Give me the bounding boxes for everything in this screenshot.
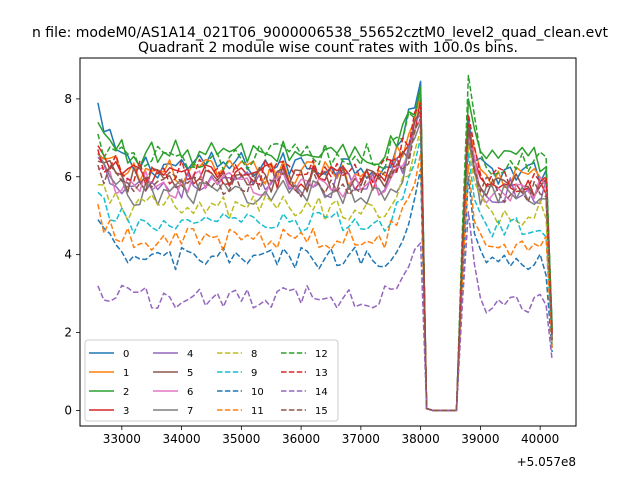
legend-box bbox=[84, 339, 339, 422]
series-line-11 bbox=[97, 152, 553, 412]
figure-suptitle: n file: modeM0/AS1A14_021T06_9000006538_… bbox=[32, 25, 609, 41]
series-line-12 bbox=[97, 74, 553, 412]
legend-label-15: 15 bbox=[315, 406, 328, 417]
y-tick-label: 4 bbox=[64, 248, 72, 262]
x-tick-label: 36000 bbox=[282, 432, 320, 446]
plot-area: 33000 34000 35000 36000 37000 38000 39000 40000… bbox=[64, 57, 577, 469]
series-line-2 bbox=[97, 86, 553, 412]
x-tick-label: 39000 bbox=[461, 432, 499, 446]
legend-label-12: 12 bbox=[315, 349, 328, 360]
x-tick-label: 34000 bbox=[162, 432, 200, 446]
series-line-15 bbox=[97, 117, 553, 412]
series-line-13 bbox=[97, 105, 553, 412]
legend-label-3: 3 bbox=[123, 406, 129, 417]
x-tick-label: 38000 bbox=[402, 432, 440, 446]
x-offset-label: +5.057e8 bbox=[517, 455, 576, 469]
legend-label-10: 10 bbox=[251, 387, 264, 398]
series-line-6 bbox=[97, 117, 553, 412]
x-tick-label: 33000 bbox=[103, 432, 141, 446]
x-tick-label: 40000 bbox=[521, 432, 559, 446]
series-line-0 bbox=[97, 80, 553, 412]
legend-label-8: 8 bbox=[251, 349, 257, 360]
series-layer bbox=[97, 74, 553, 412]
legend-label-5: 5 bbox=[187, 368, 193, 379]
series-line-8 bbox=[97, 129, 553, 412]
y-tick-label: 6 bbox=[64, 170, 72, 184]
x-tick-label: 35000 bbox=[222, 432, 260, 446]
legend-label-14: 14 bbox=[315, 387, 328, 398]
y-tick-label: 8 bbox=[64, 92, 72, 106]
chart-title: Quadrant 2 module wise count rates with … bbox=[138, 40, 518, 56]
legend-label-13: 13 bbox=[315, 368, 328, 379]
legend-label-7: 7 bbox=[187, 406, 193, 417]
legend-label-4: 4 bbox=[187, 349, 193, 360]
y-tick-label: 2 bbox=[64, 326, 72, 340]
legend-label-1: 1 bbox=[123, 368, 129, 379]
series-line-7 bbox=[97, 121, 553, 412]
series-line-9 bbox=[97, 137, 553, 412]
series-line-14 bbox=[97, 211, 553, 412]
axes-frame bbox=[79, 57, 577, 427]
legend-label-0: 0 bbox=[123, 349, 129, 360]
legend-label-6: 6 bbox=[187, 387, 193, 398]
series-line-10 bbox=[97, 168, 553, 412]
x-axis: 33000 34000 35000 36000 37000 38000 39000 40000 bbox=[103, 426, 559, 446]
legend-label-2: 2 bbox=[123, 387, 129, 398]
legend-label-9: 9 bbox=[251, 368, 257, 379]
legend-label-11: 11 bbox=[251, 406, 264, 417]
y-tick-label: 0 bbox=[64, 403, 72, 417]
x-tick-label: 37000 bbox=[342, 432, 380, 446]
y-axis: 0 2 4 6 8 bbox=[64, 92, 80, 417]
